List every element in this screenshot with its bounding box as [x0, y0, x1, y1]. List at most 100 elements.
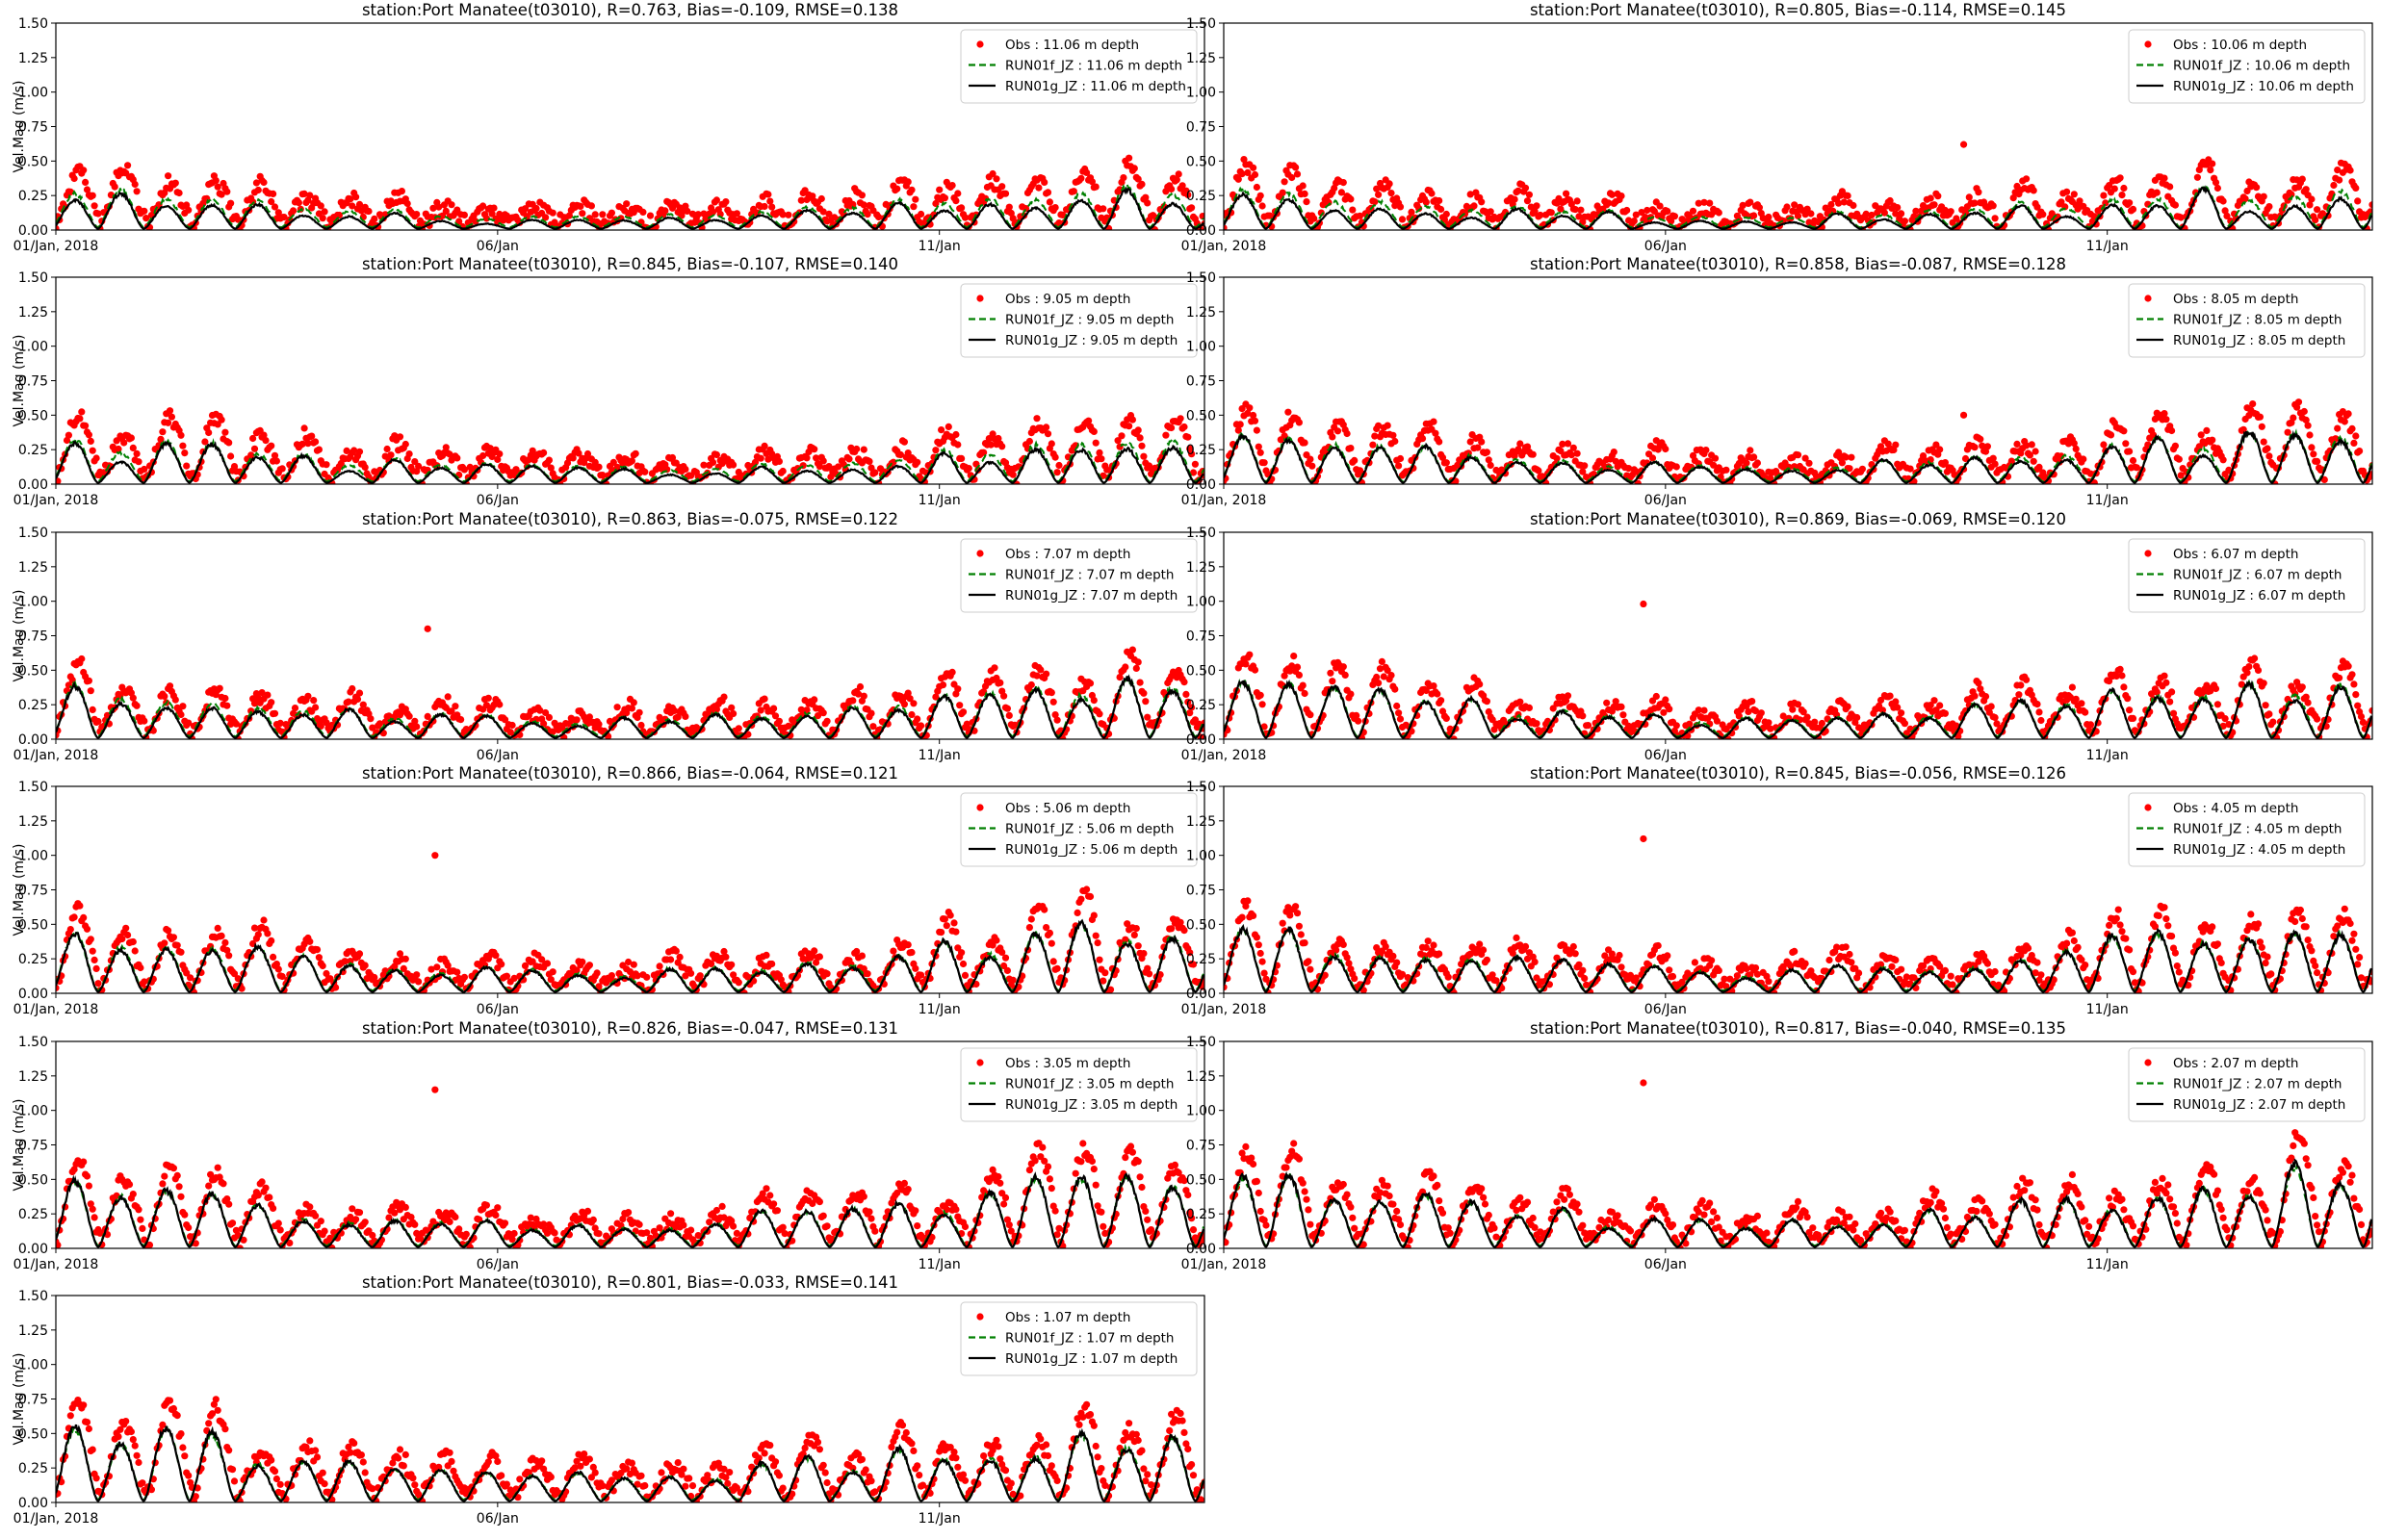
obs-point — [1466, 438, 1474, 446]
obs-point — [946, 911, 954, 919]
obs-point — [775, 457, 784, 465]
obs-point — [1901, 218, 1908, 225]
subplot: station:Port Manatee(t03010), R=0.869, B… — [1181, 510, 2373, 763]
obs-point — [1652, 437, 1660, 445]
obs-point — [413, 211, 421, 218]
obs-point — [1656, 202, 1664, 210]
obs-point — [223, 946, 231, 954]
obs-point — [751, 458, 760, 466]
y-tick-label: 1.50 — [18, 16, 48, 32]
obs-point — [764, 191, 772, 198]
obs-point — [87, 687, 94, 695]
obs-point — [1531, 207, 1539, 215]
obs-point — [845, 455, 853, 463]
axes-frame — [55, 785, 1205, 994]
subplot-title: station:Port Manatee(t03010), R=0.845, B… — [362, 255, 898, 273]
obs-point — [595, 463, 603, 471]
obs-point — [413, 971, 421, 979]
obs-point — [2306, 201, 2314, 209]
obs-point — [1077, 895, 1085, 903]
obs-point — [906, 695, 914, 703]
obs-point — [1430, 941, 1437, 949]
x-tick-label: 06/Jan — [1644, 1002, 1687, 1017]
obs-point — [625, 958, 633, 966]
obs-point — [2148, 690, 2156, 698]
obs-point — [585, 962, 594, 969]
obs-point — [910, 203, 918, 211]
obs-point — [1142, 193, 1150, 201]
obs-point — [1862, 210, 1870, 218]
obs-point — [1601, 952, 1609, 960]
obs-point — [129, 937, 137, 946]
obs-point — [722, 953, 730, 961]
obs-point — [1256, 691, 1264, 699]
obs-point — [1100, 977, 1107, 985]
obs-point — [1430, 682, 1437, 690]
obs-point — [124, 162, 132, 169]
x-tick-label: 11/Jan — [919, 748, 961, 763]
obs-point — [785, 722, 792, 731]
obs-point — [1514, 187, 1522, 194]
obs-point — [113, 437, 120, 445]
y-tick-label: 1.50 — [18, 526, 48, 541]
obs-point — [1894, 204, 1902, 212]
obs-point — [958, 204, 966, 212]
obs-point — [549, 209, 556, 217]
obs-point — [361, 962, 369, 969]
obs-point — [573, 716, 581, 724]
obs-point — [1523, 955, 1532, 962]
obs-point — [1279, 919, 1286, 927]
obs-point — [1092, 183, 1100, 191]
obs-point — [815, 953, 824, 961]
legend-label: Obs : 7.07 m depth — [1005, 547, 1130, 562]
obs-point — [135, 458, 142, 466]
obs-point — [1025, 924, 1033, 932]
obs-point — [2264, 445, 2271, 452]
obs-point — [337, 459, 345, 468]
obs-point — [424, 712, 431, 721]
obs-point — [2265, 203, 2273, 211]
legend-box — [960, 792, 1198, 867]
obs-point — [2348, 671, 2356, 679]
obs-point — [761, 442, 768, 449]
obs-point — [1623, 206, 1631, 215]
obs-point — [1224, 224, 1228, 230]
obs-point — [260, 916, 268, 924]
obs-point — [1794, 451, 1802, 459]
obs-point — [2302, 186, 2310, 193]
obs-point — [1442, 714, 1450, 723]
obs-point — [1092, 932, 1100, 939]
series-obs-points — [56, 646, 1204, 739]
obs-point — [2341, 418, 2348, 425]
obs-point — [1616, 951, 1623, 960]
obs-point — [56, 984, 60, 991]
obs-point — [272, 457, 280, 465]
legend-box — [960, 29, 1198, 104]
obs-point — [1178, 182, 1186, 190]
obs-point — [401, 955, 409, 962]
obs-point — [133, 702, 141, 709]
obs-point — [1525, 704, 1533, 712]
obs-point — [94, 980, 102, 988]
x-tick-label: 01/Jan, 2018 — [13, 239, 99, 254]
obs-point — [1436, 438, 1443, 446]
legend-marker-obs — [2144, 295, 2152, 302]
obs-point — [317, 202, 324, 210]
obs-point — [1583, 981, 1591, 988]
obs-point — [579, 210, 586, 218]
obs-point — [1055, 461, 1063, 470]
obs-point — [2209, 436, 2216, 444]
obs-point — [1466, 191, 1474, 198]
obs-point — [274, 965, 282, 973]
obs-point — [1846, 465, 1853, 473]
obs-point — [1525, 191, 1533, 198]
obs-point — [730, 709, 738, 718]
obs-point — [65, 431, 72, 439]
x-tick-label: 01/Jan, 2018 — [1181, 493, 1267, 508]
obs-point — [232, 720, 240, 728]
obs-point — [540, 720, 548, 728]
obs-point — [1936, 446, 1944, 453]
obs-point — [1987, 703, 1995, 710]
